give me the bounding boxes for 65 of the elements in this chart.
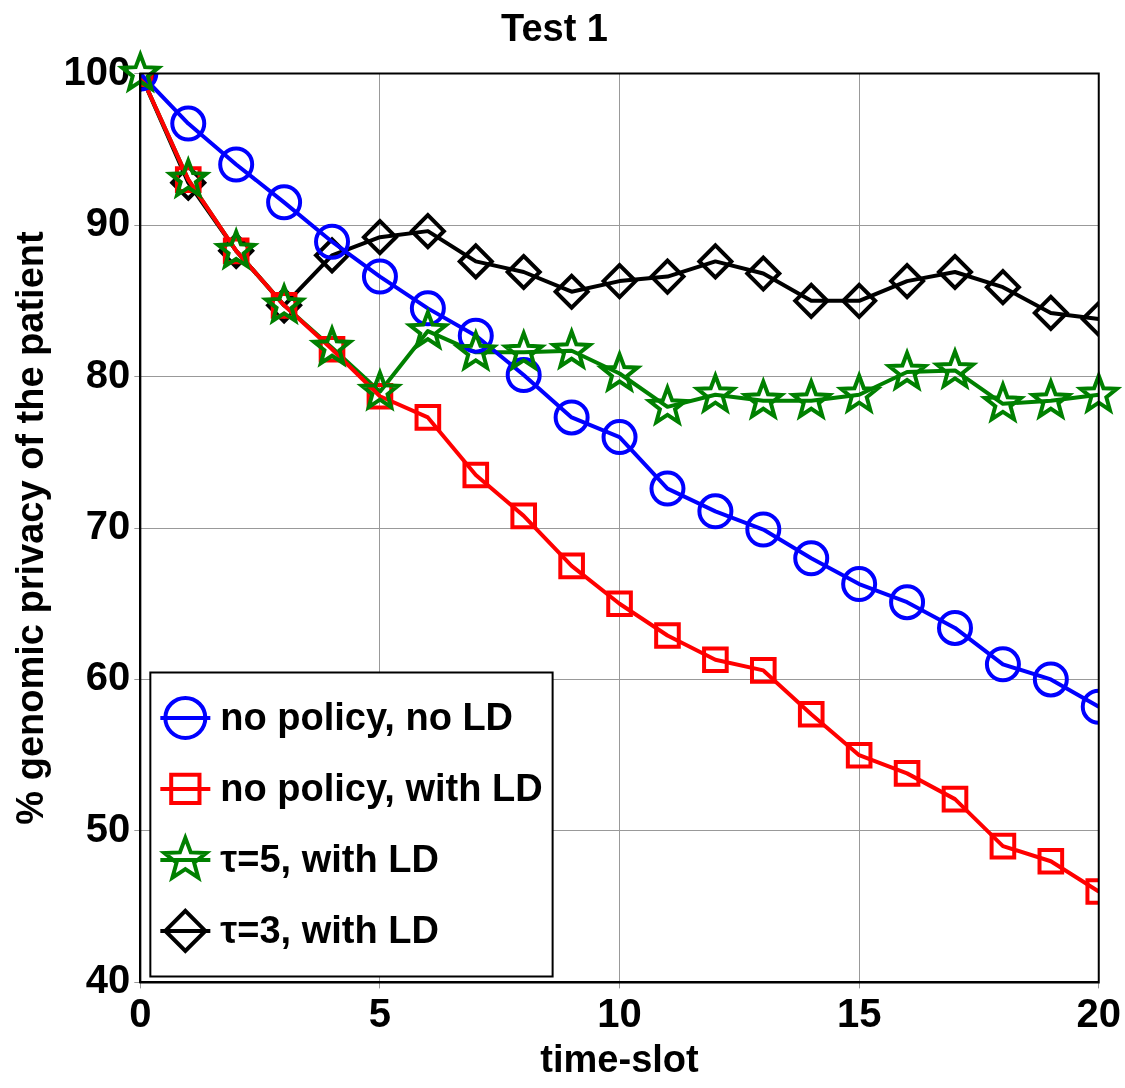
point: [218, 146, 255, 183]
point: [414, 404, 442, 431]
point: [649, 258, 686, 295]
point: [553, 273, 590, 310]
point: [797, 700, 825, 728]
point: [510, 502, 538, 530]
point: [649, 470, 686, 507]
point: [697, 493, 734, 530]
point: [936, 609, 973, 646]
point: [361, 219, 398, 256]
point: [409, 290, 446, 327]
x-tick-label: 0: [129, 991, 152, 1036]
point: [1032, 294, 1069, 331]
x-tick-label: 5: [368, 991, 392, 1036]
point: [409, 213, 446, 250]
chart-title: Test 1: [500, 7, 609, 50]
point: [457, 243, 494, 280]
point: [1037, 847, 1065, 875]
point: [841, 566, 878, 603]
point: [601, 419, 638, 456]
x-tick-label: 20: [1076, 991, 1121, 1036]
y-tick-label: 90: [85, 200, 131, 245]
point: [1032, 661, 1069, 698]
x-tick-label: 10: [597, 991, 642, 1036]
point: [893, 760, 921, 787]
point: [266, 184, 303, 221]
legend-label: τ=3, with LD: [220, 909, 439, 952]
x-tick-label: 15: [836, 991, 882, 1036]
point: [793, 282, 830, 319]
legend-label: no policy, no LD: [220, 696, 514, 739]
legend-label: τ=5, with LD: [220, 838, 439, 881]
point: [170, 105, 207, 142]
point: [841, 282, 878, 319]
point: [553, 399, 590, 436]
point: [889, 263, 926, 300]
point: [745, 511, 782, 548]
point: [606, 590, 633, 618]
point: [941, 785, 969, 813]
point: [361, 258, 398, 295]
point: [845, 741, 873, 769]
point: [984, 646, 1021, 683]
point: [505, 254, 542, 291]
point: [750, 657, 777, 684]
point: [601, 263, 638, 300]
y-tick-label: 70: [85, 503, 131, 548]
point: [702, 646, 729, 674]
point: [462, 461, 490, 489]
legend-label: no policy, with LD: [220, 767, 543, 810]
point: [654, 622, 681, 649]
point: [889, 584, 926, 621]
y-tick-label: 40: [85, 957, 131, 1002]
point: [989, 832, 1017, 860]
point: [558, 552, 585, 580]
y-axis-title: % genomic privacy of the patient: [9, 230, 52, 825]
y-tick-label: 100: [63, 48, 131, 93]
y-tick-label: 50: [85, 805, 131, 850]
point: [697, 243, 734, 280]
point: [793, 540, 830, 577]
point: [936, 254, 973, 291]
point: [314, 223, 351, 260]
point: [984, 269, 1021, 306]
y-tick-label: 80: [85, 351, 131, 396]
y-tick-label: 60: [85, 654, 131, 699]
x-axis-title: time-slot: [540, 1037, 700, 1080]
point: [745, 255, 782, 292]
